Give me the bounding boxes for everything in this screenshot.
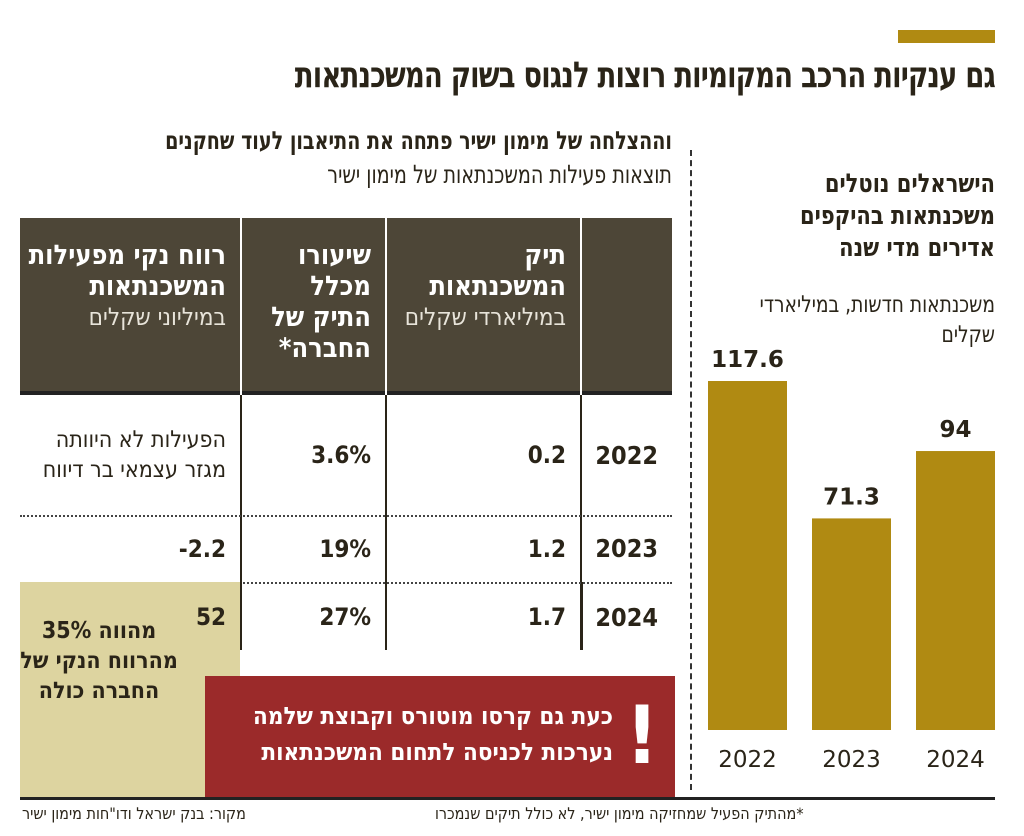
header-share: שיעורו מכלל התיק של החברה* [242,218,385,395]
x-tick-label: 2024 [926,747,985,773]
row-divider [20,515,672,517]
year-cell: 2022 [595,440,658,470]
bar-chart: 117.6 2022 71.3 2023 94 2024 [708,347,995,773]
profit-cell: -2.2 [178,534,226,563]
headline: גם ענקיות הרכב המקומיות רוצות לנגוס בשוק… [294,55,996,96]
header-profit: רווח נקי מפעילות המשכנתאות במיליוני שקלים [20,218,240,395]
bar-2024 [916,451,995,730]
profit-cell: הפעילות לא היוותה מגזר עצמאי בר דיווח [42,427,226,483]
header-unit: במיליוני שקלים [88,303,226,331]
callout-text: כעת גם קרסו מוטורס וקבוצת שלמה נערכות לכ… [253,702,613,766]
highlight-cell [20,582,240,800]
portfolio-cell: 0.2 [527,441,566,469]
bar-2023 [812,518,891,730]
header-title: רווח נקי מפעילות המשכנתאות [28,240,226,302]
header-title: תיק המשכנתאות [429,240,566,302]
x-tick-label: 2022 [718,747,777,773]
chart-subtitle: משכנתאות חדשות, במיליארדי שקלים [759,292,995,348]
accent-bar [898,30,995,43]
column-divider [240,582,242,650]
x-tick-label: 2023 [822,747,881,773]
column-divider [385,395,387,650]
profit-cell: 52 [195,603,226,631]
column-divider [581,582,583,650]
portfolio-cell: 1.7 [527,603,566,631]
subheadline: וההצלחה של מימון ישיר פתחה את התיאבון לע… [111,124,672,192]
subheadline-regular: תוצאות פעילות המשכנתאות של מימון ישיר [327,160,672,189]
share-cell: 3.6% [311,441,371,469]
callout-box: ! כעת גם קרסו מוטורס וקבוצת שלמה נערכות … [205,676,675,797]
header-title: שיעורו מכלל התיק של החברה* [271,240,371,364]
footnote: *מהתיק הפעיל שמחזיקה מימון ישיר, לא כולל… [435,804,804,823]
row-divider [20,582,672,584]
header-unit: במיליארדי שקלים [404,303,566,331]
column-divider [385,582,387,650]
data-label: 117.6 [711,347,784,373]
year-cell: 2024 [595,602,658,632]
column-divider [580,395,582,650]
subheadline-bold: וההצלחה של מימון ישיר פתחה את התיאבון לע… [165,126,672,155]
bottom-rule [20,797,995,800]
profit-note: מהווה 35% מהרווח הנקי של החברה כולה [20,618,178,704]
share-cell: 19% [319,534,371,563]
column-divider [240,395,242,650]
source: מקור: בנק ישראל ודו"חות מימון ישיר [22,804,246,823]
dashed-divider [690,150,692,790]
chart-title: הישראלים נוטלים משכנתאות בהיקפים אדירים … [799,169,995,263]
year-cell: 2023 [595,534,658,563]
exclamation-icon: ! [625,689,659,782]
share-cell: 27% [319,603,371,631]
data-label: 71.3 [823,484,880,510]
data-label: 94 [939,417,971,443]
header-year [582,218,672,395]
portfolio-cell: 1.2 [527,534,566,563]
bar-2022 [708,381,787,730]
header-portfolio: תיק המשכנתאות במיליארדי שקלים [387,218,580,395]
